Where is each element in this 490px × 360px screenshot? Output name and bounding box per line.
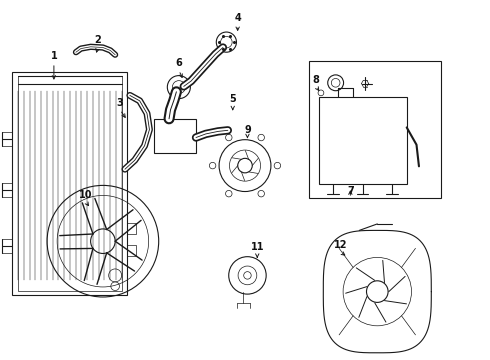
Text: 12: 12 xyxy=(334,240,347,250)
Bar xyxy=(309,61,441,198)
Text: 1: 1 xyxy=(50,51,57,61)
Bar xyxy=(18,76,122,291)
Text: 9: 9 xyxy=(244,125,251,135)
Bar xyxy=(154,119,196,153)
Bar xyxy=(127,245,136,256)
Text: 8: 8 xyxy=(313,75,319,85)
Text: 10: 10 xyxy=(79,190,93,200)
Bar xyxy=(127,223,136,234)
Text: 2: 2 xyxy=(95,35,101,45)
Text: 5: 5 xyxy=(229,94,236,104)
Bar xyxy=(12,72,127,295)
Text: 6: 6 xyxy=(175,58,182,68)
Text: 3: 3 xyxy=(117,98,123,108)
Text: 4: 4 xyxy=(234,13,241,23)
Bar xyxy=(318,97,407,184)
Text: 7: 7 xyxy=(347,186,354,196)
Text: 11: 11 xyxy=(250,242,264,252)
